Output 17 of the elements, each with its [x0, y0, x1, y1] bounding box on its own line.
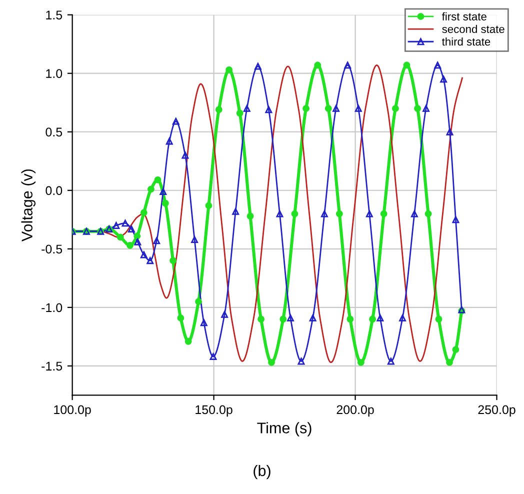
- text: (b): [254, 464, 270, 480]
- y-tick-label: 1.5: [46, 10, 62, 20]
- y-tick-label: 0.0: [46, 186, 62, 196]
- x-axis-title: Time (s): [257, 422, 312, 436]
- x-tick-label: 100.0p: [54, 405, 91, 417]
- legend-label: second state: [442, 24, 504, 34]
- y-tick-label: -1.0: [42, 303, 62, 312]
- y-tick-label: -0.5: [42, 244, 62, 254]
- legend-label: third state: [442, 37, 490, 46]
- y-tick-label: 1.0: [46, 69, 62, 78]
- y-tick-label: -1.5: [42, 362, 62, 371]
- x-tick-label: 150.0p: [196, 405, 232, 417]
- y-tick-label: 0.5: [46, 128, 62, 137]
- x-tick-label: 250.0p: [478, 405, 516, 417]
- y-axis-title: Voltage (v): [21, 169, 36, 242]
- legend-label: first state: [442, 12, 486, 20]
- x-tick-label: 200.0p: [336, 405, 374, 417]
